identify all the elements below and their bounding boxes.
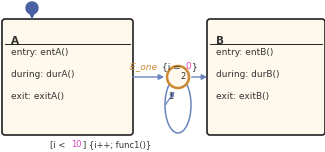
Text: E_one: E_one bbox=[130, 62, 160, 71]
Text: exit: exitA(): exit: exitA() bbox=[11, 92, 64, 101]
Text: A: A bbox=[11, 36, 19, 46]
Text: {i =: {i = bbox=[162, 62, 184, 71]
Text: 2: 2 bbox=[180, 72, 186, 81]
Text: ] {i++; func1()}: ] {i++; func1()} bbox=[83, 140, 151, 149]
Circle shape bbox=[167, 66, 189, 88]
Text: 1: 1 bbox=[168, 92, 174, 101]
FancyBboxPatch shape bbox=[207, 19, 325, 135]
Circle shape bbox=[26, 2, 38, 14]
FancyBboxPatch shape bbox=[2, 19, 133, 135]
Text: exit: exitB(): exit: exitB() bbox=[216, 92, 269, 101]
Text: [i <: [i < bbox=[50, 140, 68, 149]
Text: during: durB(): during: durB() bbox=[216, 70, 280, 79]
Text: entry: entA(): entry: entA() bbox=[11, 48, 68, 57]
Text: entry: entB(): entry: entB() bbox=[216, 48, 273, 57]
Text: 10: 10 bbox=[71, 140, 82, 149]
Text: B: B bbox=[216, 36, 224, 46]
Text: }: } bbox=[192, 62, 198, 71]
Text: during: durA(): during: durA() bbox=[11, 70, 74, 79]
Text: 0: 0 bbox=[185, 62, 191, 71]
